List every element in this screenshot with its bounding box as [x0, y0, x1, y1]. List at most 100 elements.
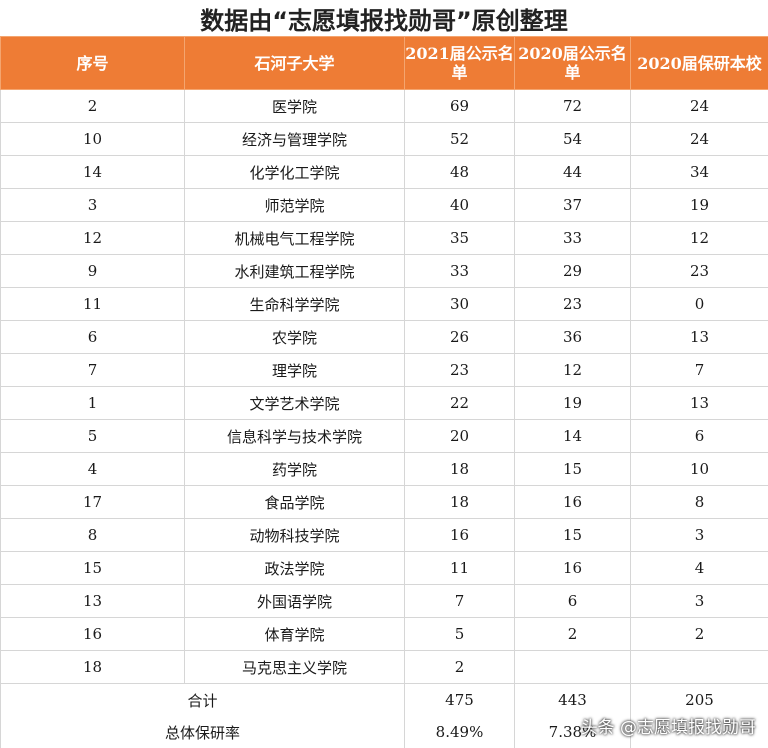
table-row: 16 体育学院 5 2 2 [0, 617, 768, 651]
row-2020 [514, 650, 631, 684]
row-2020: 2 [514, 617, 631, 651]
row-college: 经济与管理学院 [184, 122, 405, 156]
row-2020-local: 13 [630, 386, 768, 420]
row-2020-local: 2 [630, 617, 768, 651]
row-2021: 69 [404, 89, 515, 123]
row-2020-local: 24 [630, 89, 768, 123]
row-2021: 5 [404, 617, 515, 651]
row-2020-local: 0 [630, 287, 768, 321]
row-index: 15 [0, 551, 185, 585]
row-2020: 72 [514, 89, 631, 123]
row-2020-local: 10 [630, 452, 768, 486]
total-label: 合计 [0, 683, 405, 716]
total-row: 合计 475 443 205 [0, 683, 768, 716]
row-college: 外国语学院 [184, 584, 405, 618]
total-2021: 475 [404, 683, 515, 716]
table-row: 14 化学化工学院 48 44 34 [0, 155, 768, 189]
row-2020: 14 [514, 419, 631, 453]
row-index: 10 [0, 122, 185, 156]
header-2020-list: 2020届公示名单 [514, 36, 631, 90]
row-2021: 2 [404, 650, 515, 684]
table-row: 15 政法学院 11 16 4 [0, 551, 768, 585]
row-college: 化学化工学院 [184, 155, 405, 189]
row-index: 12 [0, 221, 185, 255]
watermark: 头条 @志愿填报找勋哥 [580, 718, 756, 738]
table-row: 9 水利建筑工程学院 33 29 23 [0, 254, 768, 288]
row-college: 动物科技学院 [184, 518, 405, 552]
header-college: 石河子大学 [184, 36, 405, 90]
table-row: 2 医学院 69 72 24 [0, 89, 768, 123]
rate-label: 总体保研率 [0, 716, 405, 748]
row-2020: 37 [514, 188, 631, 222]
row-2020-local: 3 [630, 518, 768, 552]
row-2020-local [630, 650, 768, 684]
row-index: 9 [0, 254, 185, 288]
header-row: 序号 石河子大学 2021届公示名单 2020届公示名单 2020届保研本校 [0, 36, 768, 90]
row-index: 4 [0, 452, 185, 486]
row-2020-local: 19 [630, 188, 768, 222]
row-2021: 40 [404, 188, 515, 222]
rate-2021: 8.49% [404, 716, 515, 748]
row-2021: 35 [404, 221, 515, 255]
row-college: 信息科学与技术学院 [184, 419, 405, 453]
table-row: 11 生命科学学院 30 23 0 [0, 287, 768, 321]
row-2020: 12 [514, 353, 631, 387]
row-2020-local: 4 [630, 551, 768, 585]
row-2020-local: 6 [630, 419, 768, 453]
row-2020-local: 12 [630, 221, 768, 255]
row-college: 马克思主义学院 [184, 650, 405, 684]
rate-row: 总体保研率 8.49% 7.38% [0, 716, 768, 748]
row-2020: 29 [514, 254, 631, 288]
row-college: 机械电气工程学院 [184, 221, 405, 255]
table-row: 5 信息科学与技术学院 20 14 6 [0, 419, 768, 453]
row-index: 3 [0, 188, 185, 222]
row-2021: 48 [404, 155, 515, 189]
row-college: 文学艺术学院 [184, 386, 405, 420]
row-2020: 33 [514, 221, 631, 255]
row-2021: 7 [404, 584, 515, 618]
row-college: 水利建筑工程学院 [184, 254, 405, 288]
row-index: 5 [0, 419, 185, 453]
row-2021: 33 [404, 254, 515, 288]
row-2020: 19 [514, 386, 631, 420]
row-2020: 15 [514, 518, 631, 552]
row-2020-local: 8 [630, 485, 768, 519]
row-index: 7 [0, 353, 185, 387]
row-index: 2 [0, 89, 185, 123]
row-2020-local: 3 [630, 584, 768, 618]
row-college: 医学院 [184, 89, 405, 123]
row-index: 14 [0, 155, 185, 189]
row-college: 药学院 [184, 452, 405, 486]
row-index: 16 [0, 617, 185, 651]
row-2021: 18 [404, 485, 515, 519]
row-2020: 44 [514, 155, 631, 189]
row-college: 理学院 [184, 353, 405, 387]
table-row: 4 药学院 18 15 10 [0, 452, 768, 486]
data-table: 序号 石河子大学 2021届公示名单 2020届公示名单 2020届保研本校 2… [0, 36, 768, 748]
row-2021: 11 [404, 551, 515, 585]
table-row: 7 理学院 23 12 7 [0, 353, 768, 387]
row-2021: 22 [404, 386, 515, 420]
row-2021: 18 [404, 452, 515, 486]
header-2021-list: 2021届公示名单 [404, 36, 515, 90]
table-row: 12 机械电气工程学院 35 33 12 [0, 221, 768, 255]
row-college: 政法学院 [184, 551, 405, 585]
row-college: 食品学院 [184, 485, 405, 519]
row-2020: 16 [514, 485, 631, 519]
row-index: 11 [0, 287, 185, 321]
total-2020-local: 205 [630, 683, 768, 716]
row-2021: 20 [404, 419, 515, 453]
table-row: 18 马克思主义学院 2 [0, 650, 768, 684]
row-college: 体育学院 [184, 617, 405, 651]
row-2021: 30 [404, 287, 515, 321]
row-2020-local: 24 [630, 122, 768, 156]
table-row: 13 外国语学院 7 6 3 [0, 584, 768, 618]
row-2020: 36 [514, 320, 631, 354]
row-index: 6 [0, 320, 185, 354]
row-index: 1 [0, 386, 185, 420]
table-row: 17 食品学院 18 16 8 [0, 485, 768, 519]
row-index: 8 [0, 518, 185, 552]
header-index: 序号 [0, 36, 185, 90]
table-row: 3 师范学院 40 37 19 [0, 188, 768, 222]
row-college: 农学院 [184, 320, 405, 354]
